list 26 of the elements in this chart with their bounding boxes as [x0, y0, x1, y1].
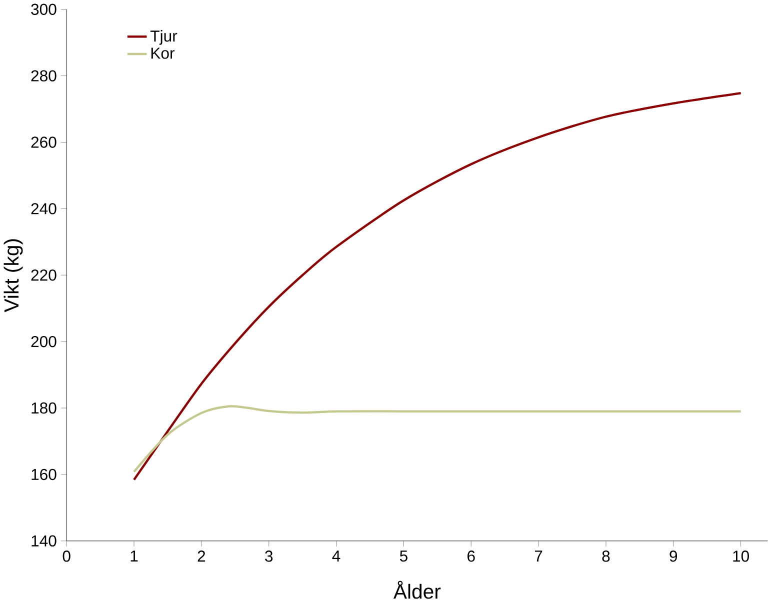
- x-tick-label: 6: [468, 550, 475, 562]
- x-tick-label: 5: [400, 550, 408, 562]
- x-tick-label: 8: [602, 550, 610, 562]
- y-tick-label: 280: [31, 70, 56, 82]
- x-tick-label: 10: [733, 550, 749, 562]
- x-tick-label: 1: [130, 550, 138, 562]
- x-axis-title: Ålder: [393, 581, 441, 600]
- line-series: [132, 405, 742, 474]
- x-tick-label: 2: [198, 550, 206, 562]
- legend-label: Tjur: [150, 30, 178, 46]
- x-tick-label: 9: [670, 550, 678, 562]
- y-tick-label: 220: [31, 270, 56, 281]
- y-tick-label: 260: [31, 136, 56, 148]
- x-tick-label: 3: [265, 550, 273, 562]
- x-tick-label: 7: [534, 550, 542, 562]
- y-tick-label: 160: [32, 469, 56, 480]
- y-tick-label: 240: [31, 203, 56, 215]
- y-tick-label: 180: [32, 402, 56, 414]
- x-tick-label: 0: [62, 550, 70, 562]
- y-axis-title: Vikt (kg): [4, 239, 23, 312]
- x-tick-label: 4: [332, 550, 340, 562]
- y-tick-label: 200: [31, 336, 56, 348]
- line-series: [132, 92, 742, 482]
- legend-label: Kor: [151, 48, 175, 60]
- y-tick-label: 300: [31, 4, 56, 16]
- y-tick-label: 140: [32, 536, 56, 547]
